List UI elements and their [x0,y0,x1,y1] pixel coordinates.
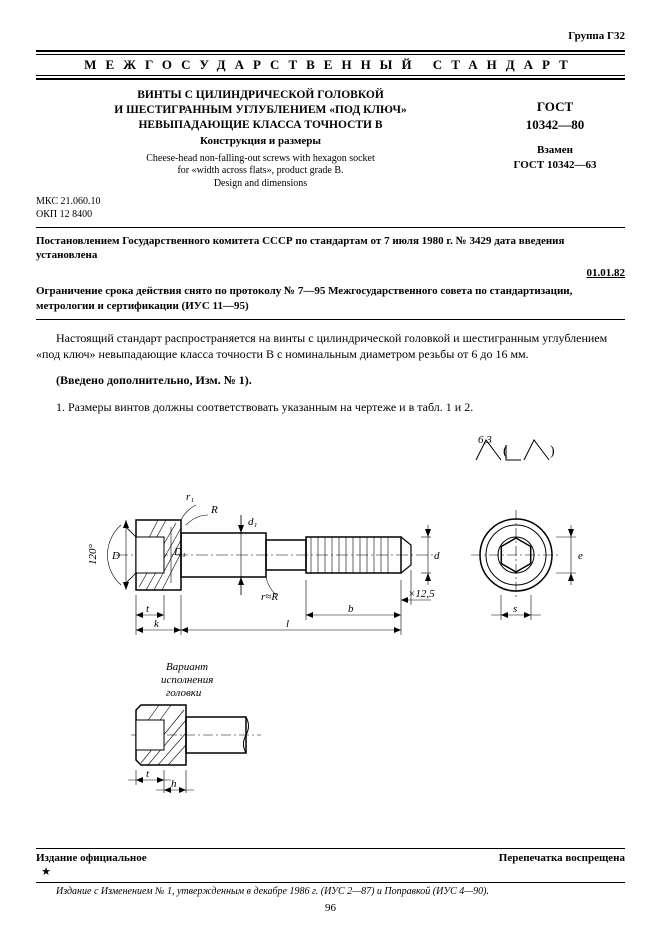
footer-right: Перепечатка воспрещена [499,852,625,866]
paren-close: ) [550,444,555,459]
d-label: d [434,550,440,562]
decree-text: Постановлением Государственного комитета… [36,234,625,263]
roughness-symbol: 6,3 ( ) [476,434,555,460]
header-left: ВИНТЫ С ЦИЛИНДРИЧЕСКОЙ ГОЛОВКОЙ И ШЕСТИГ… [36,88,485,190]
paragraph-2: 1. Размеры винтов должны соответствовать… [36,399,625,415]
title-en-1: Cheese-head non-falling-out screws with … [146,153,375,164]
k-label: k [154,618,160,630]
footer: Издание официальное Перепечатка воспреще… [36,848,625,916]
footer-star: ★ [36,866,56,880]
chamfer-label: ×12,5 [408,588,435,600]
paren-open: ( [503,444,508,459]
h-label: h [171,778,177,790]
t-label-variant: t [146,768,150,780]
limitation-text: Ограничение срока действия снято по прот… [36,284,625,313]
variant-caption: Вариант исполнения головки [161,661,213,699]
header-block: ВИНТЫ С ЦИЛИНДРИЧЕСКОЙ ГОЛОВКОЙ И ШЕСТИГ… [36,88,625,190]
l-label: l [286,618,289,630]
amendment-line: (Введено дополнительно, Изм. № 1). [36,372,625,388]
replaces-value: ГОСТ 10342—63 [514,159,597,171]
banner-text: МЕЖГОСУДАРСТВЕННЫЙ СТАНДАРТ [36,54,625,76]
d1-label: d₁ [248,516,258,528]
separator-2 [36,319,625,320]
standard-label: ГОСТ [485,98,625,116]
screw-end-view: e s [471,510,583,620]
rR-label: r≈R [261,591,278,603]
b-label: b [348,603,354,615]
effective-date: 01.01.82 [36,267,625,281]
replaces-label: Взамен [537,144,573,156]
separator-1 [36,227,625,228]
standard-banner: МЕЖГОСУДАРСТВЕННЫЙ СТАНДАРТ [36,50,625,80]
title-ru-1: ВИНТЫ С ЦИЛИНДРИЧЕСКОЙ ГОЛОВКОЙ [137,89,384,101]
s-label: s [513,603,517,615]
D1-label: D₁ [173,546,186,558]
classification-codes: МКС 21.060.10 ОКП 12 8400 [36,196,625,221]
title-en-2: for «width across flats», product grade … [177,165,343,176]
paragraph-1: Настоящий стандарт распространяется на в… [36,330,625,362]
roughness-value: 6,3 [478,434,492,446]
title-ru-2: И ШЕСТИГРАННЫМ УГЛУБЛЕНИЕМ «ПОД КЛЮЧ» [114,104,406,116]
technical-drawing: 6,3 ( ) [36,425,625,795]
subtitle-ru: Конструкция и размеры [36,135,485,149]
R-label: R [210,504,218,516]
okp-code: ОКП 12 8400 [36,209,92,220]
group-code: Группа Г32 [36,30,625,44]
header-right: ГОСТ 10342—80 Взамен ГОСТ 10342—63 [485,88,625,173]
angle-label: 120° [87,543,99,565]
variant-3: головки [166,687,202,699]
variant-2: исполнения [161,674,213,686]
footer-left: Издание официальное [36,852,147,866]
variant-1: Вариант [166,661,208,673]
r1-label: r₁ [186,491,194,503]
page-number: 96 [36,902,625,916]
title-en-3: Design and dimensions [214,178,307,189]
variant-head-view: t h [128,705,261,793]
title-ru-3: НЕВЫПАДАЮЩИЕ КЛАССА ТОЧНОСТИ В [138,119,382,131]
footer-note: Издание с Изменением № 1, утвержденным в… [36,882,625,899]
D-label: D [111,550,120,562]
e-label: e [578,550,583,562]
t-label: t [146,603,150,615]
mks-code: МКС 21.060.10 [36,196,100,207]
screw-side-view: 120° r₁ [87,491,440,635]
standard-number: 10342—80 [485,116,625,134]
